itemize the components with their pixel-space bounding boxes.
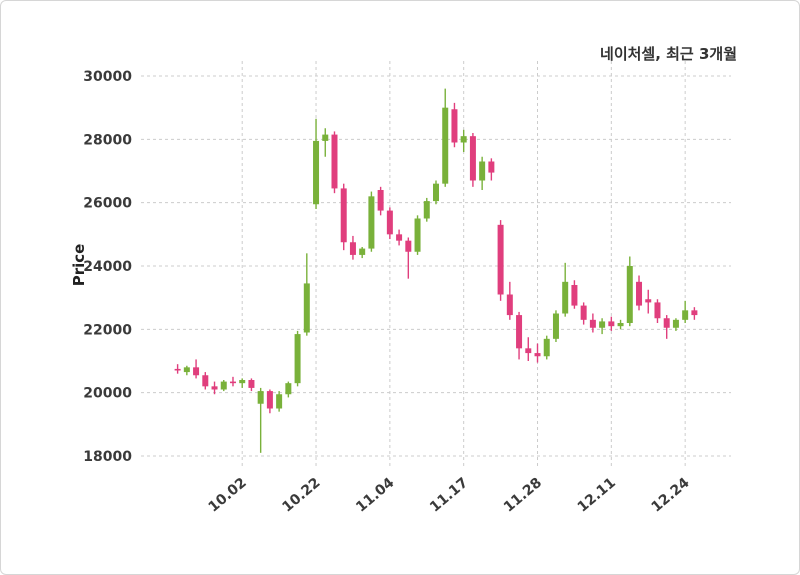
candle-body <box>516 315 523 349</box>
candle-body <box>506 294 513 316</box>
candle-body <box>636 281 643 306</box>
candle-body <box>276 394 283 409</box>
candle-body <box>331 134 338 189</box>
y-tick-label: 28000 <box>83 132 132 148</box>
y-tick-label: 22000 <box>83 322 132 338</box>
candle-body <box>229 381 236 384</box>
candle-body <box>386 210 393 235</box>
candle-body <box>497 224 504 295</box>
candle-body <box>691 310 698 316</box>
candle-body <box>414 218 421 252</box>
x-tick-label: 12.11 <box>575 475 619 516</box>
candle-body <box>451 109 458 143</box>
candle-body <box>580 305 587 320</box>
candle-body <box>552 313 559 339</box>
candle-body <box>645 299 652 303</box>
candle-body <box>460 136 467 143</box>
candle-body <box>220 381 227 390</box>
candle-body <box>626 266 633 323</box>
candle-body <box>294 334 301 384</box>
candle-body <box>359 248 366 255</box>
candle-body <box>562 281 569 314</box>
candle-body <box>285 383 292 395</box>
candle-body <box>313 140 320 205</box>
y-tick-label: 24000 <box>83 259 132 275</box>
candle-body <box>617 323 624 327</box>
candle-body <box>174 368 181 371</box>
candle-body <box>488 161 495 173</box>
candle-body <box>433 183 439 202</box>
x-tick-label: 10.22 <box>279 475 323 516</box>
candle-body <box>266 391 273 409</box>
candle-body <box>571 285 578 306</box>
candle-body <box>589 319 596 328</box>
gridlines <box>141 61 731 469</box>
y-tick-label: 26000 <box>83 196 132 212</box>
candle-body <box>368 196 375 249</box>
candle-body <box>377 190 384 211</box>
candle-body <box>534 353 541 357</box>
y-tick-label: 30000 <box>83 69 132 85</box>
candle-body <box>257 391 264 404</box>
candle-body <box>349 242 356 255</box>
x-tick-label: 11.17 <box>427 475 471 516</box>
candle-body <box>396 234 403 241</box>
axis-tick-labels: 18000 20000 22000 24000 26000 28000 30000 10.02… <box>83 69 693 516</box>
candle-body <box>405 240 412 252</box>
candle-body <box>543 338 550 357</box>
candle-body <box>654 302 661 319</box>
x-tick-label: 11.28 <box>501 475 545 516</box>
candle-body <box>525 348 532 354</box>
x-tick-label: 10.02 <box>206 475 250 516</box>
x-tick-label: 11.04 <box>353 475 397 516</box>
candle-body <box>193 367 200 376</box>
candle-body <box>682 310 689 320</box>
x-tick-label: 12.24 <box>649 475 693 516</box>
candle-body <box>663 318 670 328</box>
candle-body <box>672 319 679 328</box>
candle-body <box>322 134 329 141</box>
candle-body <box>211 386 218 390</box>
candle-body <box>340 188 347 243</box>
candle-body <box>469 136 476 181</box>
candle-body <box>183 367 190 373</box>
y-tick-label: 18000 <box>83 449 132 465</box>
candle-body <box>202 375 209 387</box>
candle-body <box>442 107 449 184</box>
candle-body <box>248 380 255 388</box>
candle-body <box>479 161 486 181</box>
y-tick-label: 20000 <box>83 386 132 402</box>
candle-body <box>608 321 615 327</box>
candle-body <box>599 321 606 328</box>
candles <box>174 88 698 453</box>
candle-body <box>239 380 246 384</box>
candle-body <box>303 283 310 333</box>
chart-title: 네이처셀, 최근 3개월 <box>600 45 737 63</box>
candle-body <box>423 201 430 219</box>
